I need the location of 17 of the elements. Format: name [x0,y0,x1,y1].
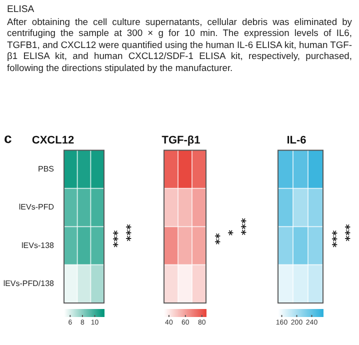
chart-title: CXCL12 [32,134,74,147]
y-tick-label: lEVs-PFD [18,202,54,212]
text: *** [339,224,352,242]
text: *** [235,218,248,236]
text: ELISA [7,4,36,16]
text: * [222,230,236,236]
text: *** [120,224,134,242]
y-tick-label: lEVs-PFD/138 [3,279,55,288]
text: *** [107,230,120,248]
y-tick-label: lEVs-138 [22,240,55,250]
text: *** [326,230,340,248]
text: After obtaining the cell culture supernatants, cellular debris was eliminated by centrifuging the sample at 300 × g for 10 min. The expression levels of IL6, TGFB1, and CXCL12 were quantified using the human IL-6 ELISA kit, human TGF-β1 ELISA kit, and human CXCL12/SDF-1 ELISA kit, respectively, purchased, following the directions stipulated by the manufacturer. [7,16,352,74]
text: c [4,130,12,146]
chart-title: IL-6 [286,134,306,147]
text: ** [209,233,222,245]
chart-title: TGF-β1 [162,134,200,147]
y-tick-label: PBS [38,164,54,174]
